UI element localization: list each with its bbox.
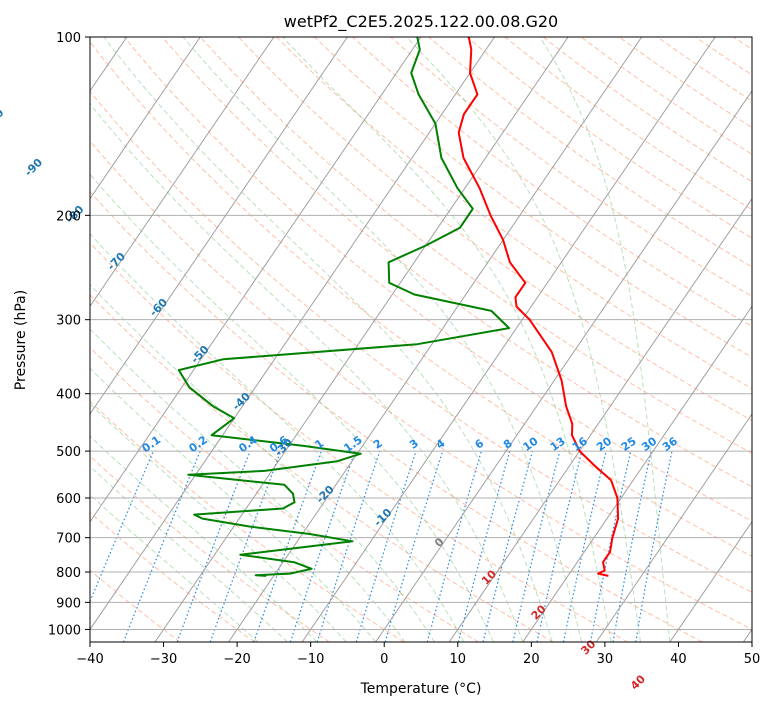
y-tick-label: 300 <box>56 314 81 329</box>
y-tick-label: 100 <box>56 31 81 46</box>
isotherm-lines <box>90 37 752 642</box>
sounding-series <box>177 37 620 577</box>
x-tick-label: 50 <box>744 652 761 667</box>
pressure-gridlines <box>90 37 752 630</box>
y-tick-label: 700 <box>56 532 81 547</box>
moist-adiabat <box>90 103 524 642</box>
mixing-ratio-line <box>512 450 561 642</box>
dry-adiabat <box>90 41 752 557</box>
dewpoint-profile <box>177 37 511 577</box>
isotherm-line <box>669 520 752 642</box>
moist-adiabat <box>90 435 318 642</box>
plot-frame <box>89 36 753 643</box>
x-tick-label: 40 <box>670 652 687 667</box>
x-tick-label: −40 <box>76 652 103 667</box>
isotherm-line <box>90 37 422 523</box>
plot-area <box>90 37 752 642</box>
dry-adiabat <box>90 294 554 642</box>
y-tick-label: 500 <box>56 445 81 460</box>
dry-adiabat <box>90 90 752 593</box>
moist-adiabat <box>90 465 288 642</box>
isotherm-line <box>90 37 348 415</box>
mixing-ratio-line <box>209 450 282 642</box>
moist-adiabats <box>90 37 671 642</box>
moist-adiabat <box>282 37 612 642</box>
mixing-ratio-line <box>176 450 251 642</box>
mixing-ratio-line <box>355 450 417 642</box>
y-tick-label: 600 <box>56 492 81 507</box>
x-axis-label: Temperature (°C) <box>360 681 482 697</box>
dry-adiabats <box>90 37 752 642</box>
y-tick-label: 200 <box>56 209 81 224</box>
x-tick-label: −30 <box>150 652 177 667</box>
y-tick-label: 900 <box>56 596 81 611</box>
chart-title: wetPf2_C2E5.2025.122.00.08.G20 <box>284 12 558 32</box>
moist-adiabat <box>103 37 553 642</box>
isotherm-line <box>228 37 643 642</box>
y-tick-label: 1000 <box>48 623 81 638</box>
moist-adiabat <box>90 367 376 642</box>
isotherm-line <box>90 37 275 308</box>
moist-adiabat <box>90 173 494 642</box>
isotherm-line <box>301 37 716 642</box>
mixing-ratio-line <box>90 450 154 603</box>
dry-adiabat <box>90 569 181 642</box>
moist-adiabat <box>182 37 583 642</box>
mixing-ratio-line <box>562 450 607 642</box>
dry-adiabat <box>90 140 752 630</box>
dry-adiabat <box>238 37 752 422</box>
mixing-ratio-line <box>289 450 356 642</box>
isotherm-line <box>448 197 752 642</box>
isotherm-line <box>375 89 752 642</box>
mixing-ratio-lines <box>90 450 673 642</box>
y-tick-label: 400 <box>56 388 81 403</box>
x-tick-label: 0 <box>380 652 388 667</box>
mixing-ratio-line <box>536 450 583 642</box>
x-tick-label: −10 <box>297 652 324 667</box>
x-tick-label: −20 <box>223 652 250 667</box>
isotherm-line <box>90 37 201 200</box>
x-tick-label: 20 <box>523 652 540 667</box>
x-tick-label: 30 <box>597 652 614 667</box>
y-axis-ticks: 100 200 300 400 500 600 700 800 900 1000 <box>48 31 90 638</box>
mixing-ratio-line <box>122 450 201 642</box>
moist-adiabat <box>539 37 671 642</box>
dry-adiabat <box>123 37 752 522</box>
temperature-profile <box>457 37 620 577</box>
isotherm-line <box>595 413 752 642</box>
x-tick-label: 10 <box>450 652 467 667</box>
mixing-ratio-line <box>426 450 482 642</box>
dry-adiabat <box>90 346 479 642</box>
y-tick-label: 800 <box>56 566 81 581</box>
dry-adiabat <box>90 242 628 642</box>
moist-adiabat <box>90 233 465 642</box>
mixing-ratio-line <box>253 450 322 642</box>
moist-adiabat <box>406 37 641 642</box>
moist-adiabat <box>90 403 347 642</box>
dry-adiabat <box>390 37 752 298</box>
moist-adiabat <box>90 283 435 642</box>
mixing-ratio-line <box>316 450 381 642</box>
dry-adiabat <box>90 191 703 642</box>
isotherm-line <box>90 37 495 631</box>
mixing-ratio-line <box>457 450 511 642</box>
isotherm-line <box>522 305 752 642</box>
dry-adiabat <box>276 37 752 390</box>
y-axis-label: Pressure (hPa) <box>13 290 29 390</box>
isotherm-line <box>154 37 569 642</box>
x-axis-ticks: −40 −30 −20 −10 0 10 20 30 40 50 <box>76 642 760 667</box>
